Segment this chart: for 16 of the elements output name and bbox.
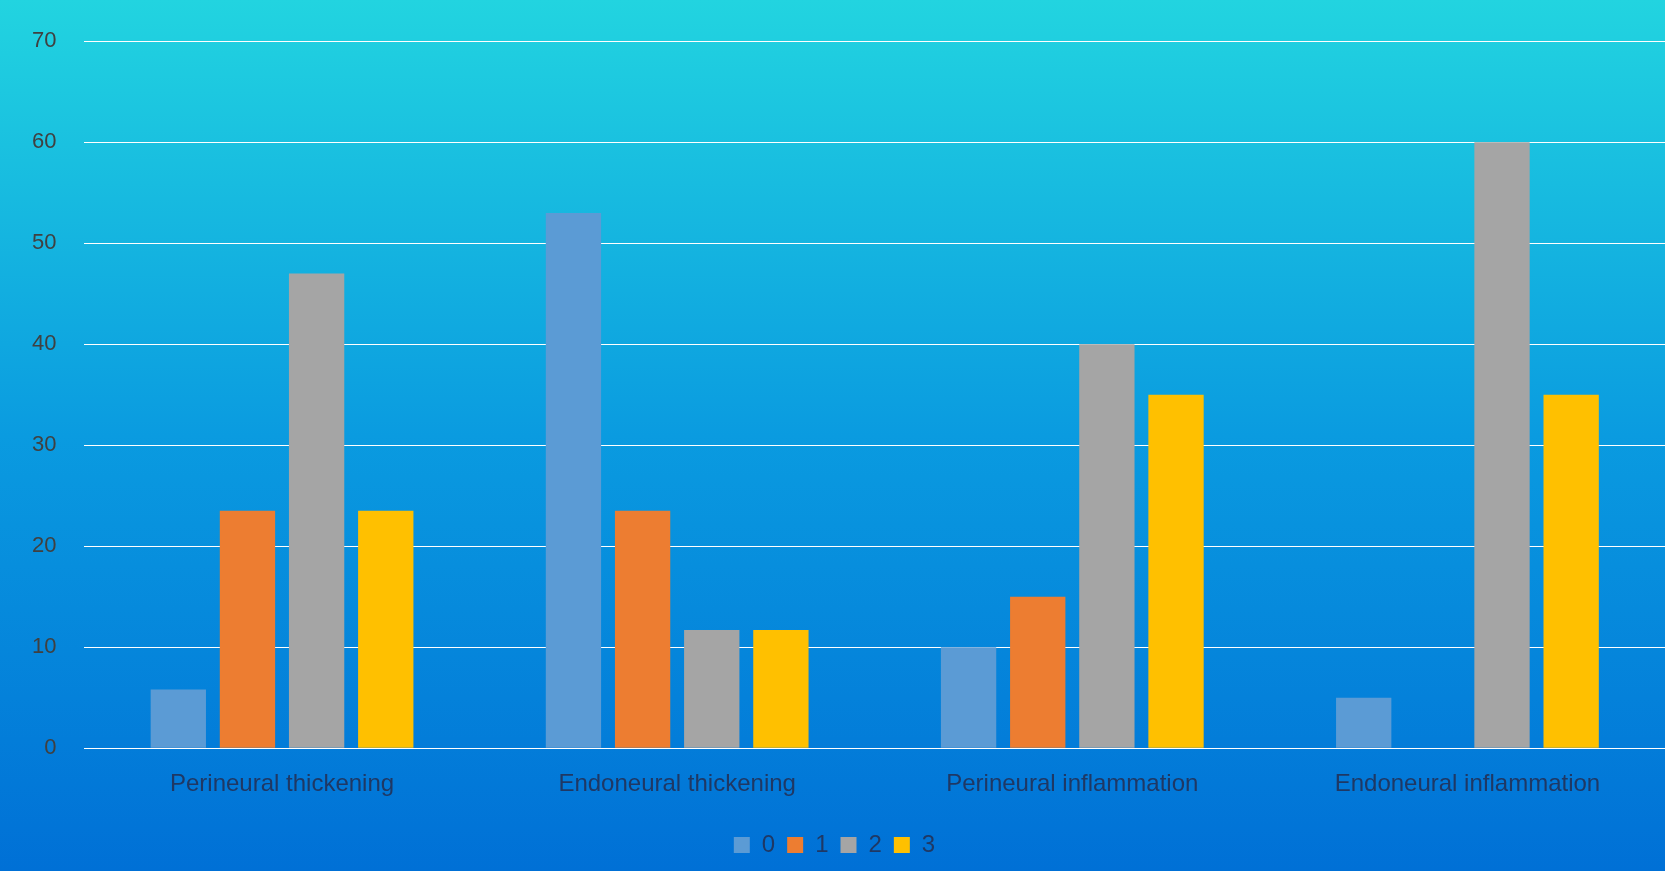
x-tick-label: Perineural inflammation xyxy=(946,769,1199,797)
y-tick-label: 20 xyxy=(31,532,57,558)
legend-label: 0 xyxy=(761,829,776,857)
x-tick-label: Perineural thickening xyxy=(169,769,395,797)
legend-label: 3 xyxy=(921,829,936,857)
y-tick-label: 50 xyxy=(31,229,57,255)
legend-label: 1 xyxy=(815,829,829,857)
x-tick-label: Endoneural thickening xyxy=(558,769,796,797)
legend-label: 2 xyxy=(868,829,882,857)
y-tick-label: 0 xyxy=(44,734,57,760)
y-tick-label: 60 xyxy=(31,128,57,154)
y-tick-label: 40 xyxy=(31,330,57,356)
y-tick-label: 30 xyxy=(31,431,57,457)
y-tick-label: 10 xyxy=(31,633,57,659)
x-tick-label: Endoneural inflammation xyxy=(1334,769,1601,797)
y-tick-label: 70 xyxy=(31,27,57,53)
